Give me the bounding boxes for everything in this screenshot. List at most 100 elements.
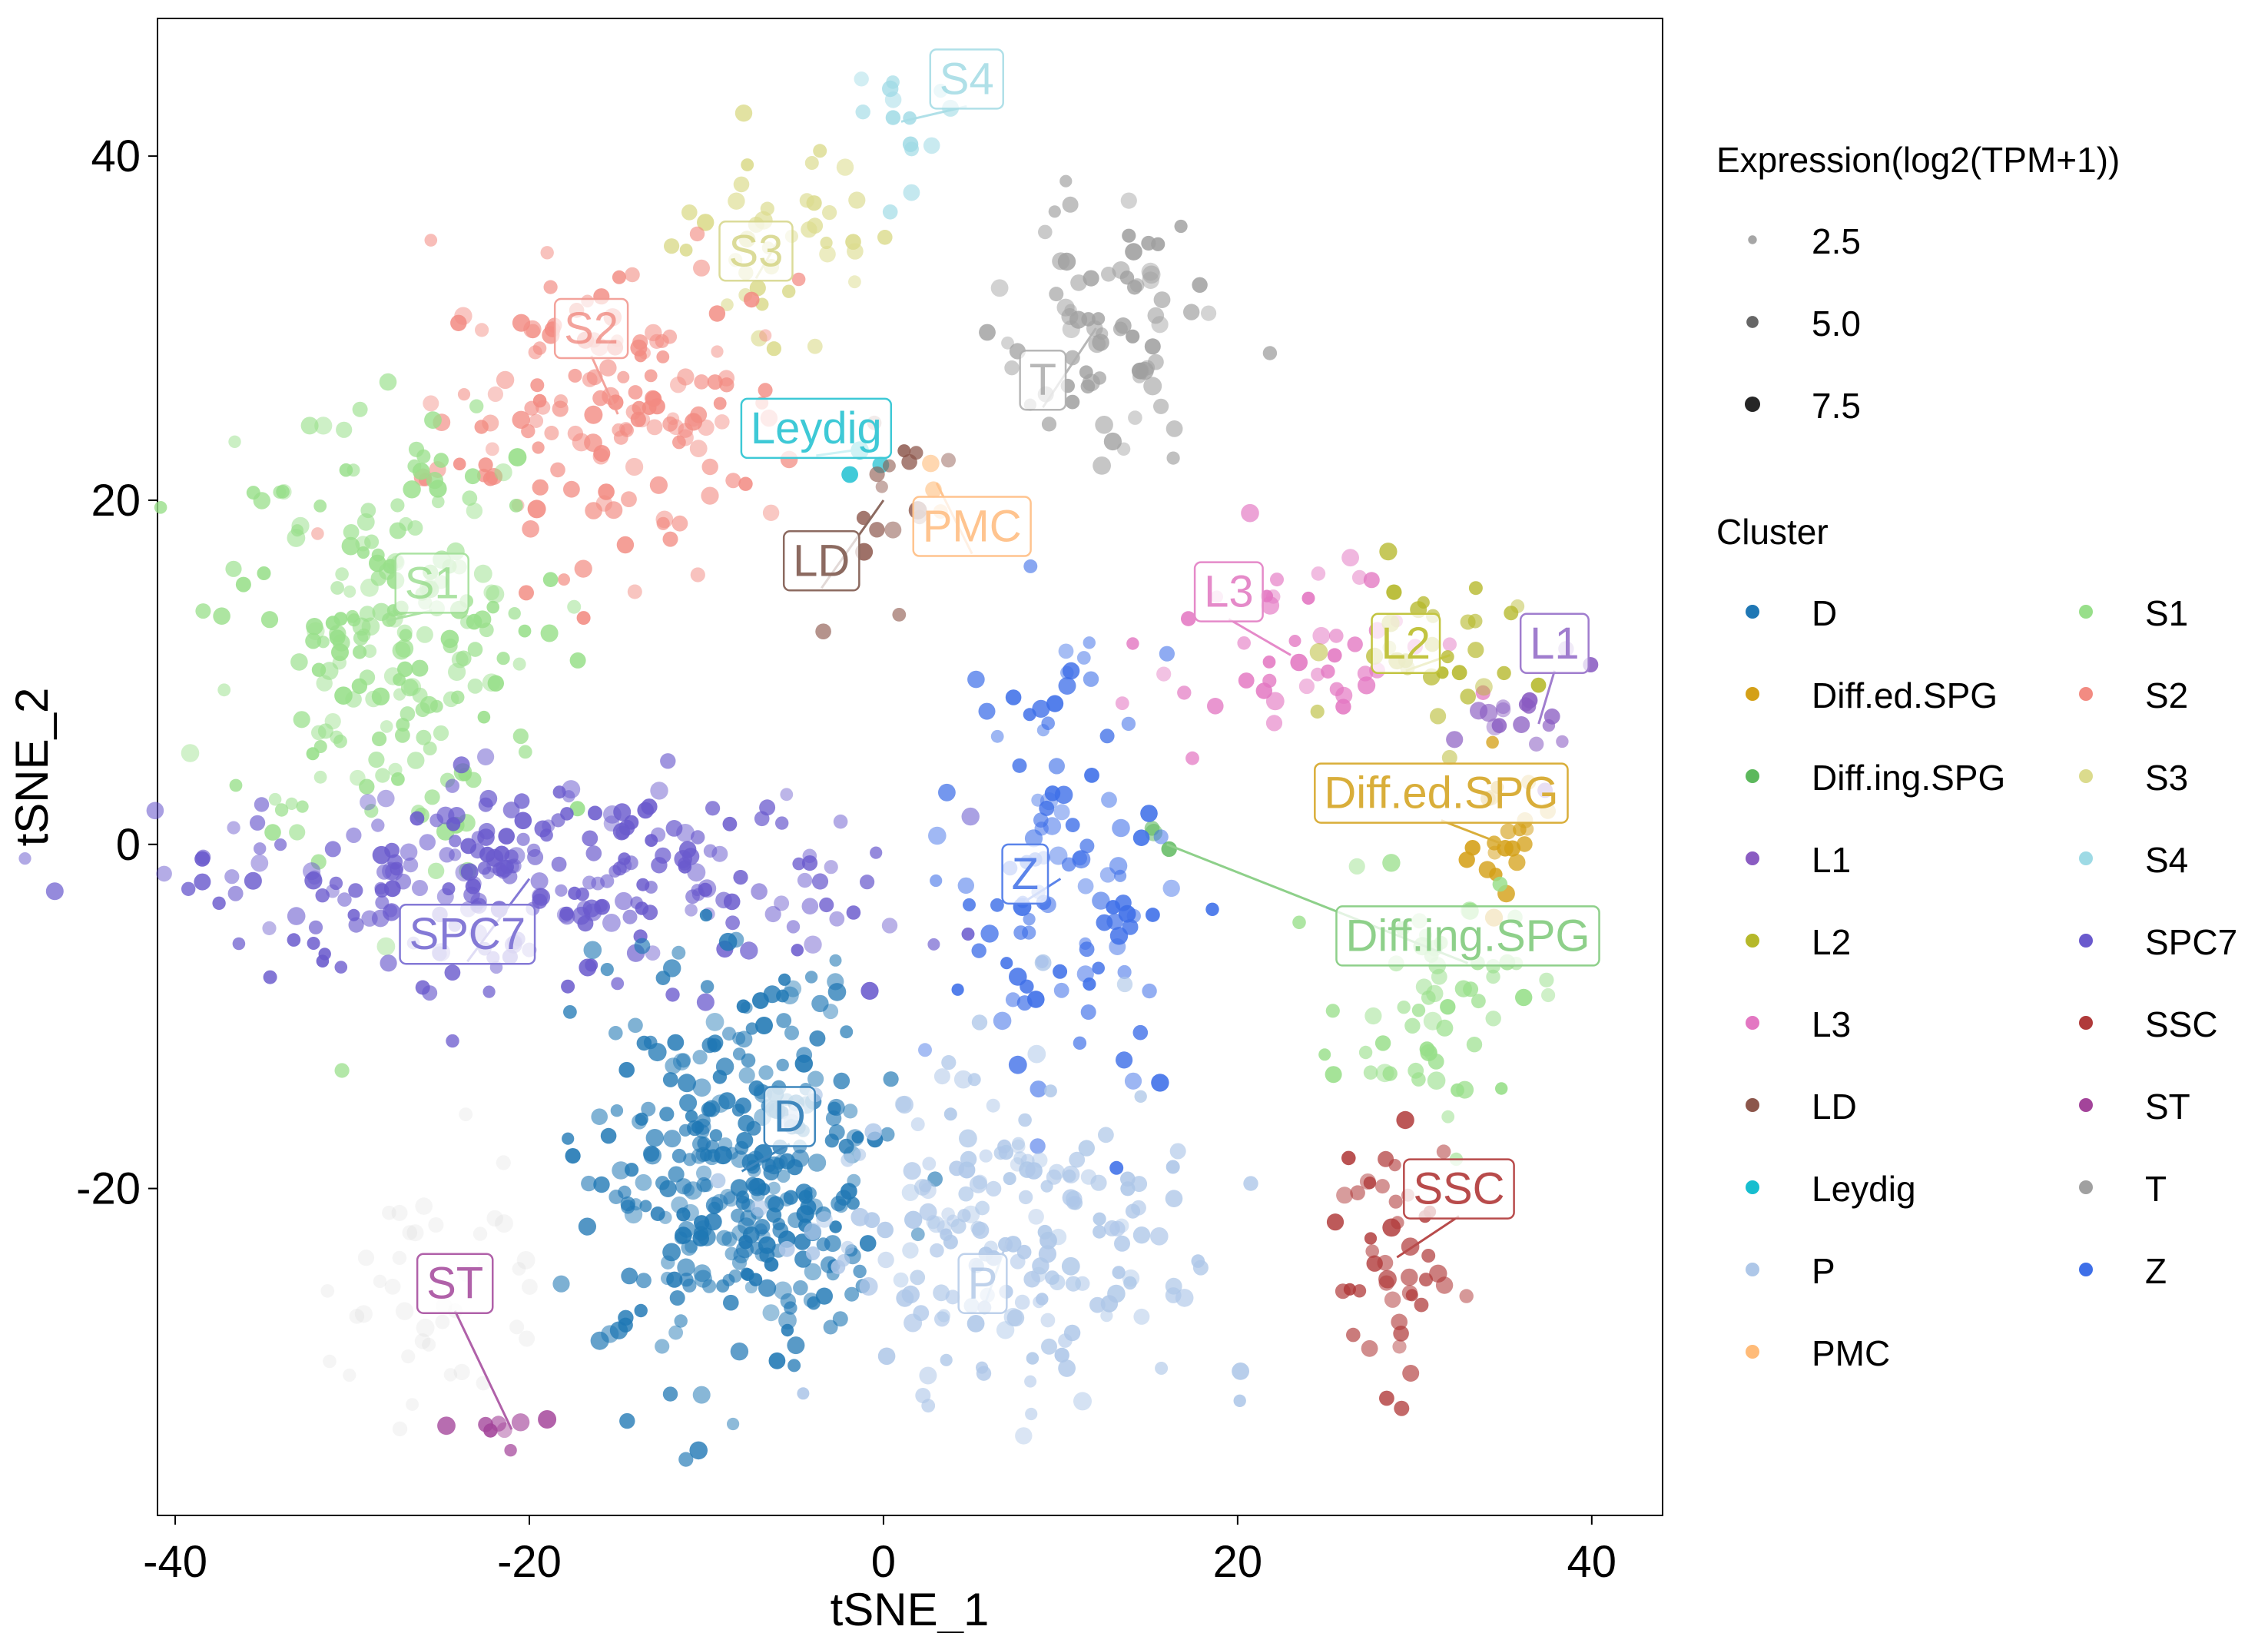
data-point	[416, 729, 432, 745]
data-point	[1058, 1359, 1076, 1377]
data-point	[334, 686, 353, 705]
data-point	[227, 885, 244, 901]
data-point	[317, 636, 330, 649]
data-point	[927, 938, 940, 951]
data-point	[612, 1161, 630, 1180]
data-point	[268, 792, 282, 806]
data-point	[433, 725, 449, 742]
data-point	[751, 883, 768, 900]
cluster-label-box	[763, 1086, 816, 1147]
data-point	[655, 1176, 670, 1190]
data-point	[1003, 1172, 1016, 1186]
data-point	[532, 341, 547, 355]
data-point	[433, 453, 449, 468]
data-point	[414, 1333, 431, 1349]
data-point	[870, 846, 883, 859]
data-point	[1427, 1054, 1444, 1070]
data-point	[1053, 804, 1070, 821]
data-point	[1496, 699, 1510, 715]
data-point	[195, 603, 211, 619]
data-point	[619, 1412, 635, 1429]
data-point	[371, 818, 385, 832]
data-point	[1084, 768, 1099, 783]
data-point	[670, 377, 687, 393]
data-point	[678, 1074, 696, 1093]
data-point	[463, 886, 480, 904]
cluster-label: T	[1019, 327, 1097, 411]
data-point	[822, 205, 837, 221]
data-point	[343, 524, 360, 540]
data-point	[933, 1068, 950, 1085]
data-point	[860, 875, 875, 890]
data-point	[1142, 983, 1157, 999]
data-point	[1142, 271, 1159, 290]
data-point	[1083, 636, 1096, 649]
data-point	[860, 981, 879, 1000]
data-point	[390, 861, 404, 876]
data-point	[333, 612, 348, 626]
data-point	[1326, 1213, 1345, 1231]
data-point	[1018, 1190, 1033, 1205]
data-point	[781, 986, 799, 1005]
data-point	[1018, 1113, 1032, 1127]
data-point	[1174, 219, 1188, 234]
data-point	[820, 236, 833, 250]
data-point	[950, 1218, 967, 1234]
data-point	[618, 422, 633, 436]
data-point	[815, 1287, 833, 1305]
data-point	[1013, 1151, 1027, 1165]
data-point	[478, 457, 493, 473]
data-point	[593, 1176, 610, 1193]
data-point	[1073, 1036, 1087, 1050]
data-point	[768, 1196, 784, 1213]
data-point	[715, 414, 730, 430]
data-point	[320, 1284, 335, 1298]
data-point	[467, 678, 483, 694]
data-point	[1126, 329, 1140, 344]
data-point	[628, 1017, 643, 1034]
y-tick-label: 0	[116, 820, 141, 870]
data-point	[1441, 1110, 1455, 1124]
data-point	[383, 667, 403, 685]
data-point	[1165, 1190, 1183, 1207]
data-point	[527, 500, 546, 519]
data-point	[1131, 362, 1149, 380]
data-point	[993, 1011, 1012, 1031]
color-legend-label: S2	[2145, 675, 2188, 715]
data-point	[741, 1153, 759, 1171]
color-legend-label: ST	[2145, 1087, 2190, 1127]
data-point	[1411, 1072, 1426, 1087]
data-point	[1311, 667, 1325, 682]
data-point	[469, 843, 486, 859]
data-point	[1125, 243, 1142, 261]
data-point	[833, 814, 848, 829]
data-point	[346, 827, 362, 843]
data-point	[1054, 1347, 1069, 1363]
data-point	[253, 492, 270, 509]
data-point	[1073, 851, 1087, 866]
data-point	[232, 937, 246, 951]
color-legend-label: SSC	[2145, 1004, 2218, 1044]
cluster-label: P	[957, 1240, 1009, 1314]
data-point	[692, 1078, 711, 1097]
data-point	[804, 1263, 822, 1281]
color-legend-label: Leydig	[1812, 1169, 1916, 1209]
color-legend-key	[2079, 851, 2093, 865]
data-point	[1077, 878, 1094, 894]
data-point	[718, 932, 738, 951]
data-point	[754, 1219, 771, 1235]
data-point	[1311, 566, 1326, 581]
data-point	[1122, 918, 1139, 935]
data-point	[334, 1063, 350, 1078]
data-point	[483, 584, 499, 601]
data-point	[1350, 1185, 1365, 1200]
data-point	[630, 339, 648, 357]
data-point	[384, 1278, 401, 1295]
data-point	[959, 1129, 977, 1148]
data-point	[1515, 988, 1533, 1007]
data-point	[807, 1070, 824, 1087]
data-point	[530, 378, 545, 393]
data-point	[829, 954, 842, 967]
data-point	[877, 1251, 894, 1269]
data-point	[395, 639, 414, 658]
